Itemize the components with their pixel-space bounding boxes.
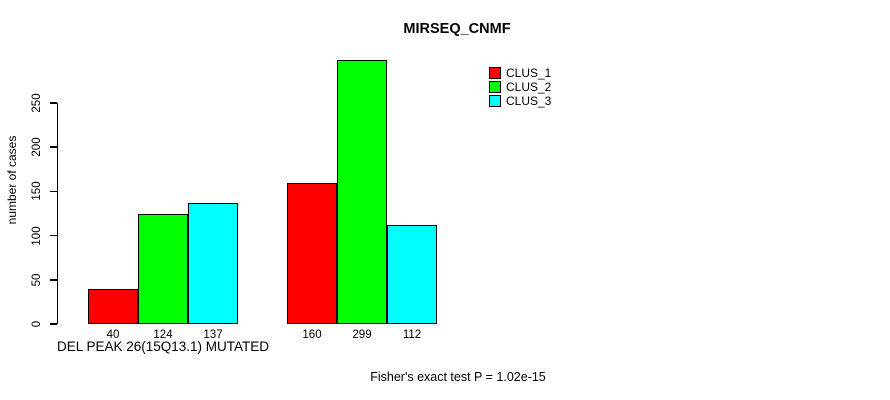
legend-swatch-clus-1-icon [489, 67, 501, 79]
footnote: Fisher's exact test P = 1.02e-15 [370, 370, 546, 384]
legend-item-clus-2: CLUS_2 [489, 80, 551, 94]
bar-value-label: 299 [352, 329, 372, 341]
bar-value-label: 112 [402, 329, 422, 341]
y-axis-tick [50, 234, 57, 237]
y-axis-title: number of cases [5, 135, 19, 225]
y-axis-tick-label: 100 [31, 226, 43, 246]
y-axis-line [56, 103, 58, 324]
bar-clus-2-group-2 [337, 59, 387, 324]
bar-clus-2-group-1 [138, 214, 188, 324]
y-axis-tick [50, 323, 57, 325]
chart-title: MIRSEQ_CNMF [403, 21, 511, 37]
legend-label-clus-3: CLUS_3 [506, 94, 552, 108]
x-group-label: DEL PEAK 26(15Q13.1) MUTATED [56, 339, 270, 354]
bar-clus-1-group-2 [287, 182, 337, 324]
bar-value-label: 137 [203, 329, 223, 341]
y-axis-tick-label: 150 [31, 181, 43, 201]
legend-item-clus-3: CLUS_3 [489, 94, 551, 108]
legend-item-clus-1: CLUS_1 [489, 66, 551, 80]
y-axis-tick [50, 102, 57, 104]
y-axis-tick-label: 50 [31, 273, 43, 287]
bar-value-label: 40 [106, 329, 120, 341]
legend: CLUS_1 CLUS_2 CLUS_3 [489, 66, 551, 108]
y-axis-tick-label: 250 [31, 93, 43, 113]
bar-clus-3-group-1 [188, 202, 238, 324]
legend-label-clus-1: CLUS_1 [506, 66, 552, 80]
legend-swatch-clus-2-icon [489, 81, 501, 93]
y-axis-tick-label: 0 [31, 320, 43, 328]
y-axis-tick [50, 146, 57, 148]
legend-swatch-clus-3-icon [489, 95, 501, 107]
bar-clus-3-group-2 [387, 224, 437, 324]
bar-clus-1-group-1 [88, 288, 138, 324]
y-axis-tick [50, 190, 57, 193]
y-axis-tick-label: 200 [31, 137, 43, 157]
bar-value-label: 160 [302, 329, 322, 341]
y-axis-tick [50, 279, 57, 281]
bar-value-label: 124 [153, 329, 173, 341]
legend-label-clus-2: CLUS_2 [506, 80, 552, 94]
